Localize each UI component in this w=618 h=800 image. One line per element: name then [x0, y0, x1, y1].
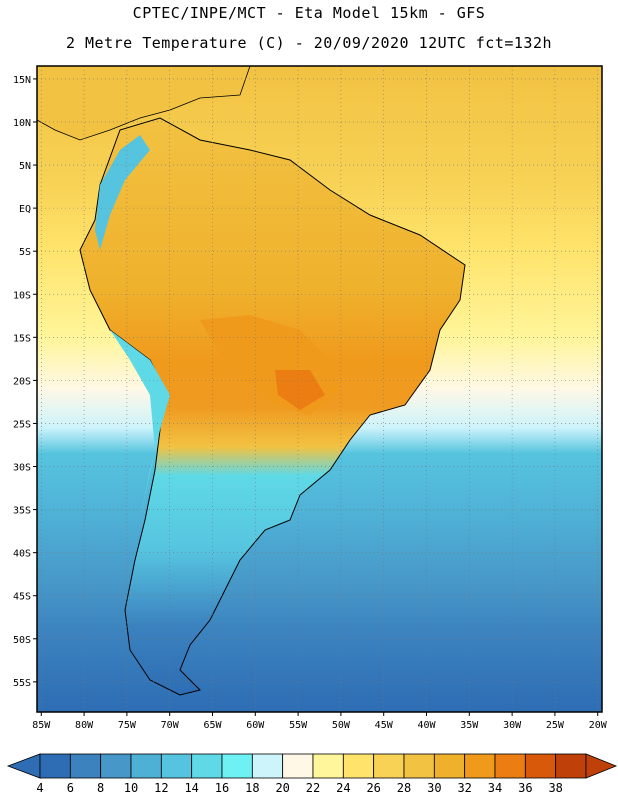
colorbar-tick-label: 10 [124, 781, 138, 795]
colorbar-swatch [524, 753, 557, 779]
colorbar-tick-label: 12 [154, 781, 168, 795]
chart-subtitle: 2 Metre Temperature (C) - 20/09/2020 12U… [65, 34, 553, 52]
lat-tick-label: 50S [13, 635, 31, 646]
central-america-landmass [37, 66, 251, 141]
colorbar-tick-label: 38 [548, 781, 562, 795]
colorbar-tick-label: 34 [488, 781, 502, 795]
lon-tick-label: 55W [289, 720, 308, 731]
colorbar-tick-label: 26 [366, 781, 380, 795]
colorbar-over-arrow [585, 753, 618, 779]
colorbar-tick-label: 8 [97, 781, 104, 795]
colorbar-swatch [100, 753, 132, 779]
andes-south-cool-region [110, 330, 170, 560]
colorbar-swatch [403, 753, 435, 779]
chart-title: CPTEC/INPE/MCT - Eta Model 15km - GFS [132, 4, 486, 22]
colorbar-swatch [191, 753, 223, 779]
lat-tick-label: 40S [13, 549, 31, 560]
lon-tick-label: 40W [417, 720, 436, 731]
colorbar-tick-label: 14 [184, 781, 198, 795]
lat-tick-label: 30S [13, 463, 31, 474]
lon-tick-label: 30W [503, 720, 522, 731]
colorbar-swatch [130, 753, 162, 779]
lon-tick-label: 85W [32, 720, 51, 731]
colorbar-tick-label: 6 [67, 781, 74, 795]
lat-tick-label: 10S [13, 290, 31, 301]
lat-tick-label: 45S [13, 592, 31, 603]
colorbar-tick-label: 36 [518, 781, 532, 795]
colorbar-swatch [342, 753, 375, 779]
colorbar-tick-label: 4 [36, 781, 43, 795]
colorbar-swatch [39, 753, 71, 779]
lat-tick-label: 15N [13, 75, 31, 86]
colorbar: 4 6 8 10 12 14 16 18 20 22 24 26 28 30 32 34 36 38 [6, 753, 618, 795]
lon-tick-label: 75W [118, 720, 137, 731]
lon-tick-label: 50W [332, 720, 351, 731]
lat-tick-label: 5N [19, 161, 31, 172]
lon-tick-label: 25W [546, 720, 565, 731]
colorbar-swatch [494, 753, 526, 779]
lat-tick-label: 35S [13, 506, 31, 517]
colorbar-swatch [312, 753, 344, 779]
lon-tick-label: 70W [161, 720, 180, 731]
lat-tick-label: EQ [19, 204, 31, 215]
colorbar-tick-label: 24 [336, 781, 350, 795]
colorbar-swatch [373, 753, 405, 779]
colorbar-swatch [160, 753, 193, 779]
colorbar-tick-label: 18 [245, 781, 259, 795]
colorbar-swatch [433, 753, 466, 779]
map-frame [36, 65, 603, 713]
lon-tick-label: 45W [375, 720, 394, 731]
andes-cool-region [95, 135, 150, 250]
colorbar-swatch [464, 753, 496, 779]
lat-tick-label: 20S [13, 376, 31, 387]
colorbar-swatch [282, 753, 314, 779]
hottest-region [275, 370, 325, 410]
latitude-axis: 15N 10N 5N EQ 5S 10S 15S 20S 25S 30S 35S 40S 45S 50S 5… [13, 75, 37, 689]
colorbar-swatch [251, 753, 284, 779]
colorbar-swatch [555, 753, 587, 779]
colorbar-tick-label: 16 [215, 781, 229, 795]
lon-tick-label: 60W [246, 720, 265, 731]
lat-tick-label: 15S [13, 333, 31, 344]
lat-tick-label: 25S [13, 419, 31, 430]
lon-tick-label: 65W [203, 720, 222, 731]
lat-tick-label: 55S [13, 678, 31, 689]
colorbar-under-arrow [6, 753, 41, 779]
lon-tick-label: 80W [75, 720, 94, 731]
colorbar-tick-label: 32 [457, 781, 471, 795]
colorbar-tick-label: 22 [306, 781, 320, 795]
colorbar-swatch [221, 753, 253, 779]
colorbar-tick-label: 20 [275, 781, 289, 795]
lon-tick-label: 35W [460, 720, 479, 731]
lat-tick-label: 10N [13, 118, 31, 129]
longitude-axis: 85W 80W 75W 70W 65W 60W 55W 50W 45W 40W 35W 30W 25W 2… [32, 712, 608, 731]
colorbar-tick-label: 28 [397, 781, 411, 795]
lon-tick-label: 20W [589, 720, 608, 731]
colorbar-swatch [69, 753, 102, 779]
lat-tick-label: 5S [19, 247, 31, 258]
colorbar-tick-label: 30 [427, 781, 441, 795]
